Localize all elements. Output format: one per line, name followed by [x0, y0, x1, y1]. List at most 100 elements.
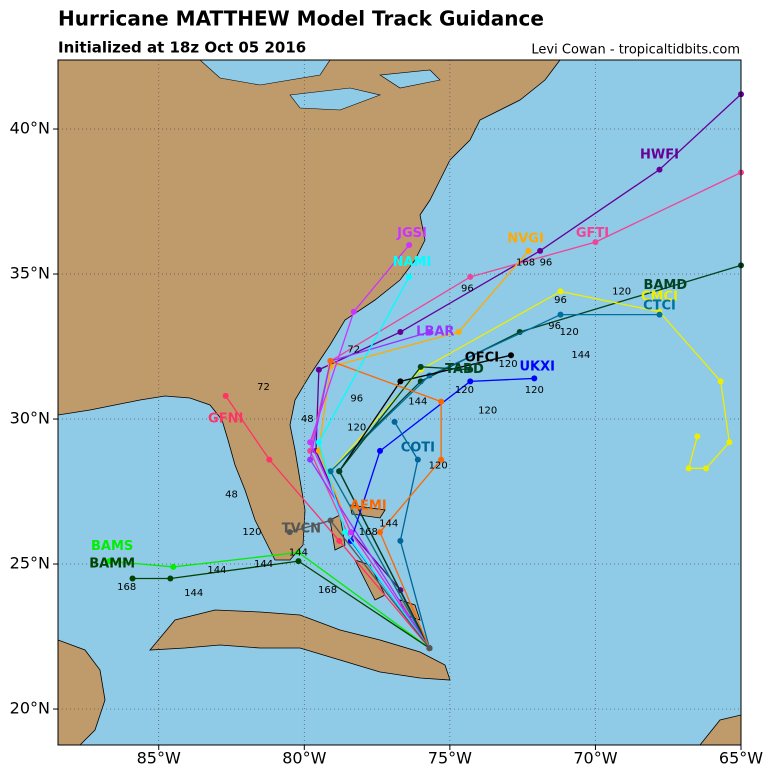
chart-title: Hurricane MATTHEW Model Track Guidance	[58, 7, 544, 31]
hour-label: 96	[548, 321, 561, 332]
track-point	[336, 537, 343, 544]
model-label: LBAR	[416, 325, 454, 340]
model-label: JGSI	[396, 226, 427, 241]
track-point	[315, 366, 322, 373]
track-point	[703, 465, 710, 472]
track-point	[307, 439, 314, 446]
model-label: CMCI	[641, 290, 678, 305]
x-tick-label: 75°W	[428, 749, 472, 768]
hour-label: 48	[301, 414, 314, 425]
hour-label: 144	[408, 397, 427, 408]
hour-label: 96	[540, 257, 553, 268]
track	[338, 366, 471, 649]
track-point	[685, 465, 692, 472]
track	[132, 560, 430, 649]
lake	[199, 60, 331, 86]
track-point	[129, 575, 136, 582]
track-point	[397, 378, 404, 385]
track-point	[315, 439, 322, 446]
hour-label: 72	[347, 344, 360, 355]
model-label: TVCN	[282, 522, 321, 537]
model-label: GFNI	[208, 412, 243, 427]
model-label: BAMD	[643, 278, 687, 293]
cuba	[149, 609, 451, 681]
hour-label: 144	[254, 559, 273, 570]
track-point	[406, 273, 413, 280]
hour-label: 120	[455, 385, 474, 396]
yucatan	[58, 639, 106, 745]
track-point	[438, 456, 445, 463]
track	[393, 421, 431, 649]
hour-label: 144	[379, 518, 398, 529]
track-point	[592, 239, 599, 246]
track-point	[295, 549, 302, 556]
frame	[57, 59, 742, 746]
hour-label: 168	[359, 527, 378, 538]
hour-label: 120	[612, 286, 631, 297]
y-tick-label: 25°N	[10, 554, 50, 573]
hour-label: 96	[461, 284, 474, 295]
hour-label: 120	[499, 359, 518, 370]
track-point	[426, 329, 433, 336]
x-tick-label: 70°W	[573, 749, 617, 768]
hour-label: 120	[347, 423, 366, 434]
model-label: AEMI	[350, 499, 387, 514]
map-area	[58, 60, 741, 745]
track-point	[426, 645, 433, 652]
track-point	[286, 529, 293, 536]
track-point	[537, 247, 544, 254]
track-point	[694, 433, 701, 440]
hour-label: 96	[350, 394, 363, 405]
track-point	[376, 529, 383, 536]
track	[225, 395, 430, 649]
hour-label: 144	[571, 350, 590, 361]
model-label: TABD	[445, 362, 484, 377]
track-point	[327, 358, 334, 365]
track-point	[525, 247, 532, 254]
track-point	[467, 366, 474, 373]
hour-label: 72	[257, 382, 270, 393]
hour-label: 168	[516, 257, 535, 268]
model-label: NVGI	[507, 232, 543, 247]
track-point	[106, 558, 113, 565]
x-tick-label: 85°W	[137, 749, 181, 768]
track-point	[350, 308, 357, 315]
subtitle: Initialized at 18z Oct 05 2016	[58, 39, 306, 57]
hour-label: 96	[554, 295, 567, 306]
x-tick-label: 65°W	[719, 749, 763, 768]
track-point	[295, 558, 302, 565]
track-point	[170, 563, 177, 570]
model-label: GFTI	[576, 226, 609, 241]
y-tick-label: 40°N	[10, 119, 50, 138]
lake	[379, 69, 441, 89]
model-label: COTI	[401, 441, 435, 456]
hour-label: 168	[117, 582, 136, 593]
track-point	[531, 375, 538, 382]
hour-label: 120	[560, 327, 579, 338]
track-point	[336, 468, 343, 475]
track-point	[376, 447, 383, 454]
track-point	[222, 392, 229, 399]
track-point	[406, 242, 413, 249]
model-label: OFCI	[465, 351, 499, 366]
hour-label: 144	[289, 547, 308, 558]
track-point	[397, 537, 404, 544]
model-label: CTCI	[643, 298, 676, 313]
track-point	[342, 529, 349, 536]
hour-label: 144	[207, 565, 226, 576]
track-point	[397, 329, 404, 336]
y-tick-label: 20°N	[10, 699, 50, 718]
track-point	[656, 166, 663, 173]
model-label: BAMS	[91, 539, 133, 554]
track	[318, 276, 431, 649]
track	[109, 551, 430, 649]
model-label: HWFI	[640, 148, 679, 163]
hour-label: 144	[184, 588, 203, 599]
track-point	[656, 311, 663, 318]
north-america	[58, 60, 561, 561]
hour-label: 120	[478, 405, 497, 416]
overlay: 168 9696961209612014412012012012014412012…	[58, 60, 744, 745]
hour-label: 120	[525, 385, 544, 396]
track-point	[557, 288, 564, 295]
